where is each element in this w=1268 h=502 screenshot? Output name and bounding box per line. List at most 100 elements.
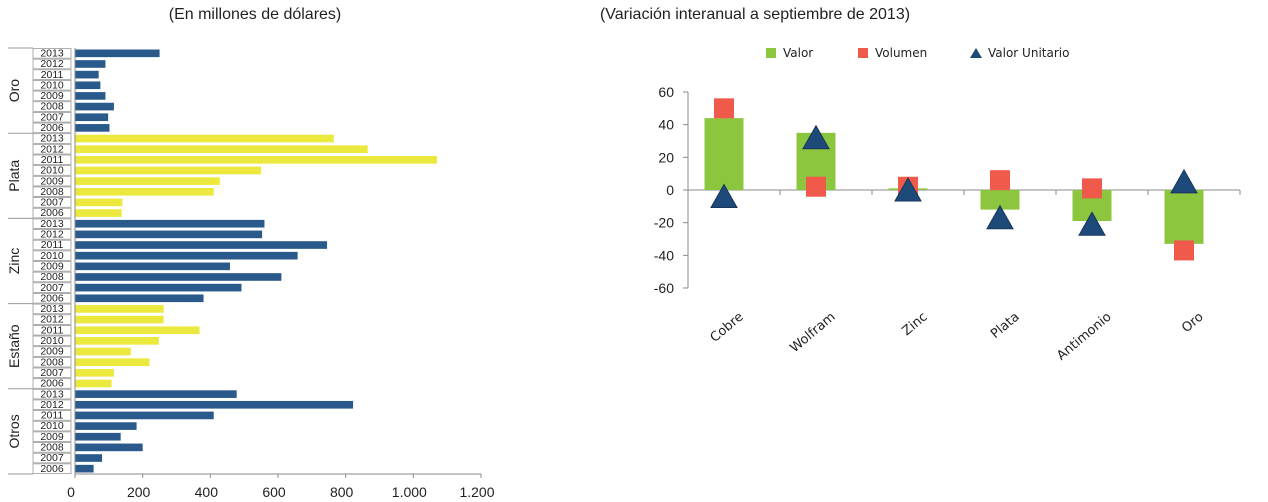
- category-label: Zinc: [900, 310, 931, 339]
- bar: [75, 379, 112, 388]
- bar: [75, 400, 354, 409]
- bar: [75, 81, 101, 90]
- year-label: 2007: [40, 111, 64, 123]
- category-cell: [32, 324, 72, 336]
- year-label: 2006: [40, 463, 64, 475]
- bar: [75, 145, 368, 153]
- category-cell: [32, 346, 72, 357]
- category-cell: [32, 229, 72, 240]
- y-tick-label: 20: [658, 149, 674, 165]
- year-label: 2009: [40, 175, 64, 187]
- bar: [75, 241, 328, 249]
- legend-marker: [766, 48, 776, 58]
- volume-marker: [1082, 178, 1102, 199]
- year-label: 2007: [40, 452, 64, 464]
- year-label: 2010: [40, 250, 64, 262]
- legend-marker: [970, 48, 982, 58]
- category-cell: [32, 367, 72, 379]
- x-tick-label: 1.000: [392, 484, 427, 500]
- y-tick-label: -40: [654, 247, 674, 263]
- x-tick-label: 0: [67, 484, 75, 500]
- year-label: 2013: [40, 47, 64, 59]
- year-label: 2012: [40, 143, 64, 155]
- volume-marker: [990, 170, 1010, 191]
- category-cell: [32, 101, 72, 112]
- bar: [75, 166, 262, 175]
- category-cell: [32, 143, 72, 155]
- bar: [75, 124, 110, 132]
- year-label: 2006: [40, 292, 64, 304]
- bar: [75, 337, 159, 345]
- category-cell: [32, 399, 72, 411]
- category-label: Plata: [988, 310, 1023, 342]
- year-label: 2007: [40, 282, 64, 294]
- x-tick-label: 200: [127, 484, 151, 500]
- bar: [75, 198, 123, 207]
- year-label: 2009: [40, 90, 64, 102]
- bar: [75, 219, 265, 228]
- year-label: 2007: [40, 197, 64, 209]
- category-cell: [32, 420, 72, 432]
- year-label: 2007: [40, 367, 64, 379]
- unit-value-marker: [894, 176, 922, 202]
- y-tick-label: -20: [654, 215, 674, 231]
- legend-label: Valor: [783, 46, 813, 60]
- bar: [75, 92, 106, 100]
- bar: [75, 134, 334, 143]
- bar: [75, 411, 214, 420]
- legend-label: Valor Unitario: [988, 46, 1069, 60]
- year-label: 2008: [40, 356, 64, 368]
- unit-value-marker: [710, 183, 738, 209]
- bar: [75, 187, 214, 196]
- y-tick-label: 40: [658, 117, 674, 133]
- unit-value-marker: [986, 204, 1014, 230]
- bar: [75, 156, 438, 164]
- value-bar: [704, 118, 744, 190]
- year-label: 2011: [41, 410, 64, 422]
- unit-value-marker: [1170, 168, 1198, 194]
- category-cell: [32, 388, 72, 400]
- category-cell: [32, 90, 72, 102]
- category-cell: [32, 250, 72, 261]
- year-label: 2010: [40, 420, 64, 432]
- category-cell: [32, 410, 72, 421]
- year-label: 2013: [40, 218, 64, 230]
- category-cell: [32, 282, 72, 293]
- category-cell: [32, 133, 72, 144]
- group-label: Plata: [6, 160, 22, 192]
- group-label: Oro: [6, 79, 22, 103]
- year-label: 2010: [40, 335, 64, 347]
- category-cell: [32, 452, 72, 464]
- category-cell: [32, 58, 72, 70]
- y-tick-label: 0: [666, 182, 674, 198]
- year-label: 2010: [40, 79, 64, 91]
- bar: [75, 251, 298, 260]
- year-label: 2012: [40, 58, 64, 70]
- legend-label: Volumen: [875, 46, 927, 60]
- category-cell: [32, 122, 72, 134]
- bar: [75, 262, 230, 271]
- bar: [75, 60, 106, 68]
- x-tick-label: 1.200: [459, 484, 494, 500]
- year-label: 2008: [40, 271, 64, 283]
- category-label: Cobre: [708, 310, 747, 346]
- year-label: 2010: [40, 165, 64, 177]
- category-cell: [32, 356, 72, 368]
- year-label: 2009: [40, 431, 64, 443]
- bar: [75, 464, 94, 473]
- volume-marker: [1174, 240, 1194, 261]
- year-label: 2011: [41, 154, 64, 166]
- category-cell: [32, 303, 72, 315]
- category-cell: [32, 314, 72, 325]
- category-cell: [32, 112, 72, 123]
- category-cell: [32, 186, 72, 197]
- year-label: 2009: [40, 260, 64, 272]
- category-cell: [32, 154, 72, 166]
- category-cell: [32, 378, 72, 389]
- category-cell: [32, 431, 72, 442]
- right-chart-subtitle: (Variación interanual a septiembre de 20…: [599, 6, 911, 23]
- year-label: 2011: [41, 324, 64, 336]
- category-cell: [32, 80, 72, 91]
- category-cell: [32, 239, 72, 251]
